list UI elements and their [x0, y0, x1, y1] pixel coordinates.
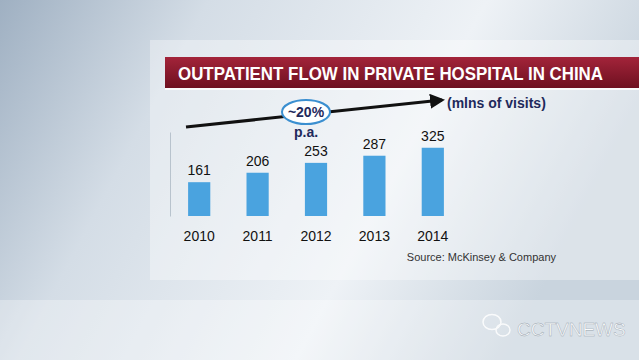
- bar: [247, 173, 269, 216]
- x-tick-label: 2014: [417, 228, 448, 244]
- x-tick-label: 2013: [359, 228, 390, 244]
- x-tick-label: 2010: [184, 228, 215, 244]
- x-tick: 2012: [300, 228, 331, 244]
- data-label: 206: [246, 153, 270, 169]
- title-underline: [165, 88, 639, 90]
- annotation: p.a.: [294, 124, 318, 140]
- watermark-icon: [483, 315, 501, 330]
- annotation: ~20%: [288, 104, 325, 120]
- bar: [363, 156, 385, 216]
- title: OUTPATIENT FLOW IN PRIVATE HOSPITAL IN C…: [178, 64, 603, 84]
- x-tick: 2014: [417, 228, 448, 244]
- source: Source: McKinsey & Company: [407, 251, 557, 263]
- data-label: 325: [421, 128, 445, 144]
- bar: [305, 163, 327, 216]
- panel: [150, 40, 639, 280]
- watermark-group: CCTVNEWS: [483, 315, 626, 341]
- data-label: 161: [188, 162, 212, 178]
- y-axis: [170, 133, 171, 217]
- x-tick: 2010: [184, 228, 215, 244]
- data-label: 287: [363, 136, 387, 152]
- bar: [188, 182, 210, 216]
- y-axis-line: [170, 133, 171, 217]
- subtitle: (mlns of visits): [447, 95, 546, 111]
- watermark: CCTVNEWS: [517, 319, 626, 340]
- trend-arrow: [186, 100, 442, 127]
- bar: [422, 148, 444, 216]
- background: [0, 0, 639, 360]
- title-bar: [165, 57, 639, 88]
- x-tick: 2011: [243, 228, 273, 244]
- x-tick: 2013: [359, 228, 390, 244]
- watermark-icon: [496, 324, 510, 336]
- x-tick-label: 2011: [243, 228, 273, 244]
- data-label: 253: [304, 143, 328, 159]
- footer-band: [0, 300, 639, 360]
- x-tick-label: 2012: [300, 228, 331, 244]
- chart-canvas: OUTPATIENT FLOW IN PRIVATE HOSPITAL IN C…: [0, 0, 639, 360]
- x-axis: 2010 2011 2012 2013 2014: [184, 228, 449, 244]
- annotation-oval: [282, 100, 330, 124]
